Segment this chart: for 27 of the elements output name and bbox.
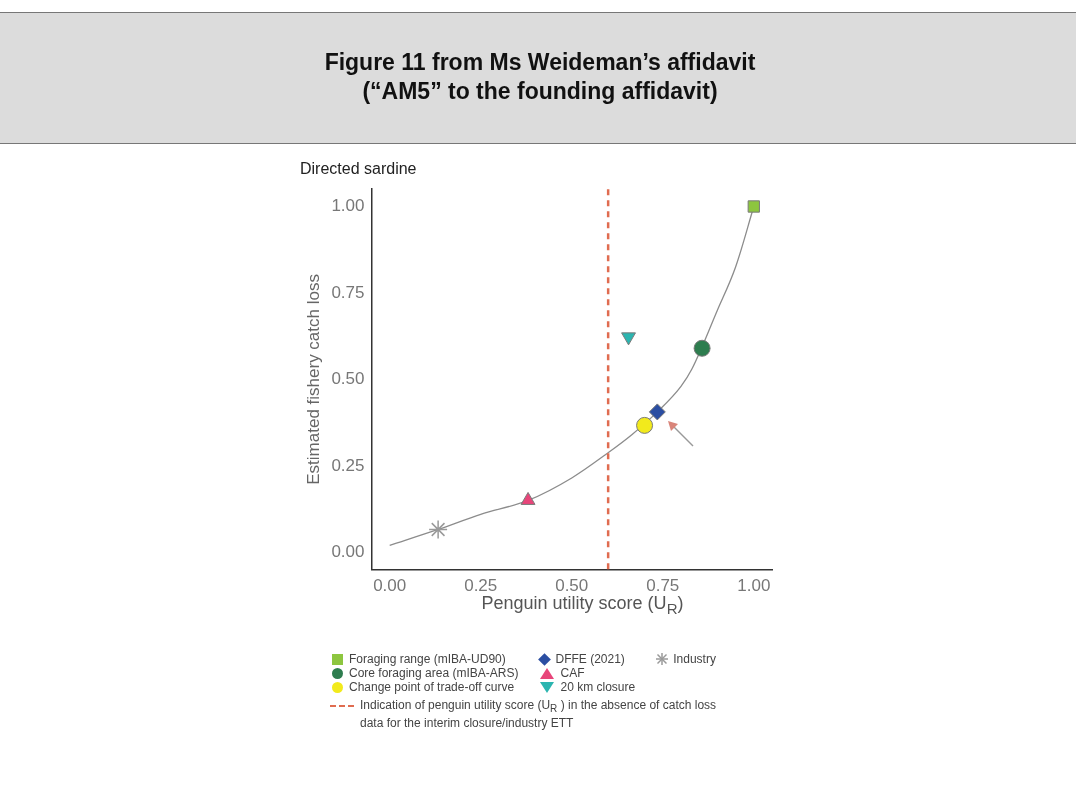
- legend-label: Foraging range (mIBA-UD90): [349, 652, 506, 666]
- legend-label: Core foraging area (mIBA-ARS): [349, 666, 519, 680]
- x-tick-label: 0.50: [555, 576, 589, 596]
- point: [636, 416, 654, 434]
- legend-label: 20 km closure: [560, 680, 636, 694]
- x-axis-title: Penguin utility score (U$_{R}$): [481, 593, 684, 617]
- legend-label: Industry: [673, 652, 716, 666]
- legend-label: CAF: [560, 666, 585, 680]
- x-tick-label: 1.00: [737, 576, 771, 596]
- point: [428, 519, 448, 540]
- point: [693, 339, 711, 357]
- y-tick-label: 0.00: [331, 542, 365, 561]
- chart-subtitle: Directed sardine: [300, 160, 417, 178]
- y-tick-label: 0.25: [331, 455, 365, 475]
- x-tick-label: 0.25: [464, 576, 498, 596]
- y-tick-label: 0.75: [331, 282, 365, 302]
- legend-label: Change point of trade-off curve: [349, 680, 515, 694]
- x-tick-label: 0.75: [646, 576, 680, 596]
- x-tick-label: 0.00: [373, 576, 407, 596]
- y-tick-label: 0.50: [331, 369, 365, 389]
- chart-title: Figure 11 from Ms Weideman’s affidavit (“AM5” to the founding affidavit): [323, 48, 757, 106]
- point: [747, 200, 760, 213]
- y-axis-title: Estimated fishery catch loss: [303, 274, 323, 485]
- y-tick-label: 1.00: [331, 196, 365, 216]
- legend-label: DFFE (2021): [555, 652, 625, 666]
- legend-label: Indication of penguin utility score (U$_{R}$ ) in the absence of catch loss data for the interim closure/industry ETT: [360, 698, 718, 732]
- point: [648, 403, 666, 421]
